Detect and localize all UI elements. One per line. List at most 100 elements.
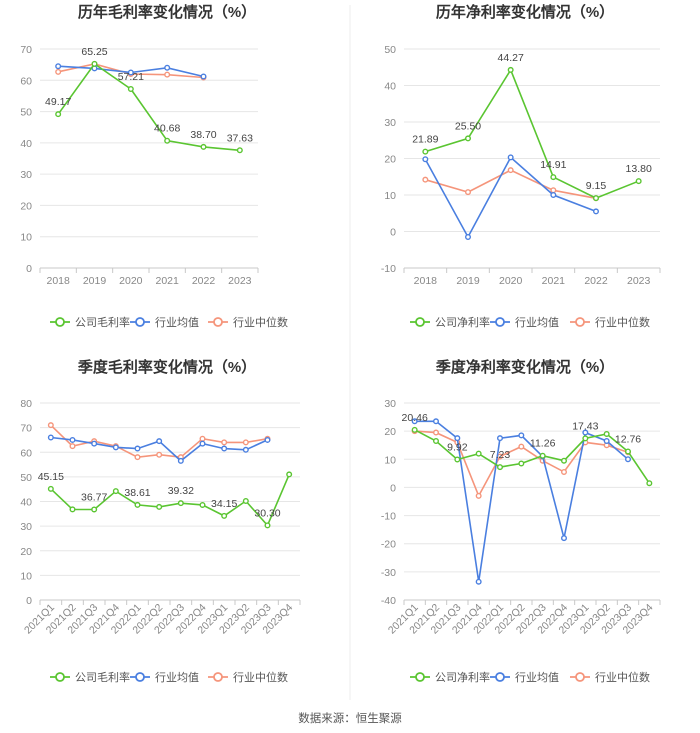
- y-tick-label: 40: [384, 81, 396, 93]
- x-tick-label: 2022: [584, 275, 608, 287]
- legend-label: 行业中位数: [595, 315, 650, 329]
- legend-marker-icon: [415, 317, 425, 327]
- data-point-industry-avg: [242, 446, 249, 453]
- data-point-company: [236, 147, 243, 154]
- series-line-company: [57, 62, 240, 152]
- data-point-company: [539, 452, 546, 459]
- data-point-industry-avg: [625, 456, 632, 463]
- legend-label: 行业均值: [515, 671, 559, 684]
- data-point-company: [507, 66, 514, 73]
- data-point-industry-median: [507, 167, 514, 174]
- data-point-company: [561, 457, 568, 464]
- x-tick-label: 2020: [119, 275, 143, 287]
- data-point-industry-avg: [465, 233, 472, 240]
- data-label: 49.17: [45, 96, 71, 108]
- data-point-company: [112, 488, 119, 495]
- legend-marker-icon: [575, 672, 585, 682]
- data-point-industry-avg: [433, 418, 440, 425]
- data-label: 45.15: [38, 471, 64, 483]
- legend-label: 行业均值: [155, 671, 199, 684]
- data-point-company: [411, 426, 418, 433]
- data-point-company: [47, 485, 54, 492]
- data-point-industry-avg: [164, 64, 171, 71]
- y-tick-label: 50: [384, 44, 396, 56]
- data-label: 65.25: [81, 46, 107, 58]
- data-point-industry-avg: [264, 436, 271, 443]
- data-point-company: [199, 501, 206, 508]
- data-point-industry-median: [518, 443, 525, 450]
- legend-label: 行业均值: [515, 316, 559, 329]
- data-label: 39.32: [168, 485, 194, 497]
- data-point-company: [454, 456, 461, 463]
- data-label: 17.43: [572, 420, 598, 432]
- x-tick-label: 2019: [456, 275, 480, 287]
- y-tick-label: 0: [26, 595, 32, 607]
- legend-marker-icon: [415, 672, 425, 682]
- x-tick-label: 2023: [228, 275, 252, 287]
- data-label: 37.63: [227, 132, 253, 144]
- data-point-industry-avg: [497, 435, 504, 442]
- legend-label: 公司净利率: [435, 670, 490, 684]
- series-line-company: [50, 474, 290, 527]
- data-point-industry-avg: [582, 429, 589, 436]
- data-point-industry-avg: [112, 444, 119, 451]
- data-point-company: [242, 498, 249, 505]
- data-point-industry-median: [199, 435, 206, 442]
- data-point-company: [475, 450, 482, 457]
- data-point-company: [127, 86, 134, 93]
- legend-marker-icon: [213, 672, 223, 682]
- y-tick-label: 20: [20, 546, 32, 558]
- data-point-company: [134, 501, 141, 508]
- legend-marker-icon: [495, 317, 505, 327]
- data-point-industry-median: [550, 187, 557, 194]
- y-tick-label: 10: [20, 232, 32, 244]
- y-tick-label: -20: [381, 539, 396, 551]
- legend-marker-icon: [135, 672, 145, 682]
- data-point-company: [156, 503, 163, 510]
- data-point-industry-avg: [200, 73, 207, 80]
- y-tick-label: 20: [384, 426, 396, 438]
- data-point-industry-median: [221, 439, 228, 446]
- data-point-company: [91, 60, 98, 67]
- data-point-company: [286, 471, 293, 478]
- data-label: 7.23: [490, 449, 511, 461]
- data-label: 34.15: [211, 498, 237, 510]
- series-line-industry-median: [425, 169, 597, 200]
- x-tick-label: 2019: [83, 275, 107, 287]
- y-tick-label: 30: [20, 521, 32, 533]
- data-point-industry-avg: [561, 535, 568, 542]
- data-point-industry-avg: [507, 154, 514, 161]
- data-label: 38.70: [190, 129, 216, 141]
- data-point-industry-avg: [550, 191, 557, 198]
- y-tick-label: -40: [381, 595, 396, 607]
- data-point-company: [625, 448, 632, 455]
- data-point-industry-median: [242, 439, 249, 446]
- data-point-industry-median: [47, 422, 54, 429]
- x-tick-label: 2021: [542, 275, 566, 287]
- y-tick-label: 60: [20, 447, 32, 459]
- legend-label: 公司毛利率: [75, 315, 130, 329]
- data-point-industry-avg: [454, 435, 461, 442]
- data-point-company: [465, 135, 472, 142]
- data-point-company: [91, 506, 98, 513]
- data-label: 57.21: [118, 71, 144, 83]
- data-point-industry-avg: [475, 578, 482, 585]
- data-point-company: [518, 460, 525, 467]
- chart-title: 季度毛利率变化情况（%）: [78, 358, 256, 376]
- data-label: 13.80: [626, 163, 652, 175]
- y-tick-label: 10: [20, 570, 32, 582]
- y-tick-label: 10: [384, 190, 396, 202]
- data-label: 44.27: [498, 52, 524, 64]
- legend-label: 行业中位数: [233, 670, 288, 684]
- y-tick-label: 50: [20, 107, 32, 119]
- data-point-industry-avg: [411, 418, 418, 425]
- data-point-company: [433, 437, 440, 444]
- data-point-company: [550, 174, 557, 181]
- data-point-industry-avg: [156, 438, 163, 445]
- x-tick-label: 2021: [155, 275, 179, 287]
- data-point-industry-avg: [127, 69, 134, 76]
- data-label: 9.15: [586, 180, 607, 192]
- chart-title: 历年毛利率变化情况（%）: [78, 3, 256, 21]
- data-label: 11.26: [530, 438, 556, 450]
